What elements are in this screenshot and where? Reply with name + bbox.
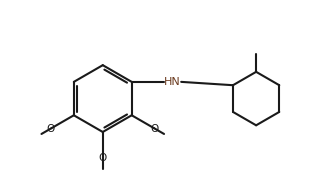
Text: O: O	[99, 153, 107, 163]
Text: O: O	[47, 124, 55, 134]
Text: O: O	[150, 124, 159, 134]
Text: HN: HN	[164, 77, 181, 87]
